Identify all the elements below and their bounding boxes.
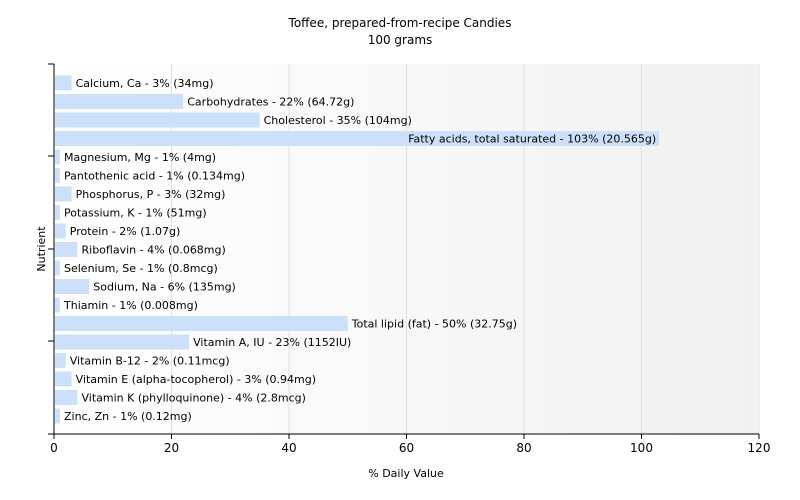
bar-label: Protein - 2% (1.07g) bbox=[70, 225, 181, 238]
chart-subtitle: 100 grams bbox=[368, 33, 433, 47]
bar-label: Magnesium, Mg - 1% (4mg) bbox=[64, 151, 216, 164]
bar bbox=[55, 75, 72, 91]
bar bbox=[55, 316, 348, 331]
bar bbox=[55, 223, 66, 239]
bar-label: Carbohydrates - 22% (64.72g) bbox=[187, 96, 354, 109]
bar bbox=[55, 168, 60, 183]
chart-title: Toffee, prepared-from-recipe Candies bbox=[288, 16, 512, 30]
bar-label: Thiamin - 1% (0.008mg) bbox=[63, 299, 198, 312]
bar-label: Riboflavin - 4% (0.068mg) bbox=[82, 244, 226, 257]
x-tick-label: 0 bbox=[50, 441, 58, 455]
x-axis-label: % Daily Value bbox=[368, 467, 444, 480]
bar bbox=[55, 131, 660, 146]
bar bbox=[55, 94, 184, 109]
bar-label: Vitamin E (alpha-tocopherol) - 3% (0.94m… bbox=[76, 373, 316, 386]
bars bbox=[55, 75, 660, 424]
bar bbox=[55, 242, 78, 257]
bar bbox=[55, 260, 60, 276]
bar-label: Selenium, Se - 1% (0.8mcg) bbox=[64, 262, 218, 275]
axes bbox=[48, 63, 760, 439]
bar-label: Cholesterol - 35% (104mg) bbox=[264, 114, 412, 127]
bar-label: Potassium, K - 1% (51mg) bbox=[64, 207, 207, 220]
x-tick-label: 20 bbox=[164, 441, 179, 455]
bar-label: Total lipid (fat) - 50% (32.75g) bbox=[351, 318, 517, 331]
bar-label: Calcium, Ca - 3% (34mg) bbox=[76, 77, 214, 90]
bar-label: Pantothenic acid - 1% (0.134mg) bbox=[64, 170, 245, 183]
bar bbox=[55, 112, 260, 128]
bar-labels: Calcium, Ca - 3% (34mg) Carbohydrates - 2… bbox=[63, 77, 656, 423]
x-tick-label: 120 bbox=[748, 441, 771, 455]
bar bbox=[55, 371, 72, 387]
x-tick-label: 60 bbox=[399, 441, 414, 455]
bar-label: Phosphorus, P - 3% (32mg) bbox=[76, 188, 226, 201]
y-axis-label: Nutrient bbox=[35, 226, 48, 272]
bar-label: Vitamin K (phylloquinone) - 4% (2.8mcg) bbox=[82, 392, 306, 405]
x-tick-label: 100 bbox=[630, 441, 653, 455]
bar bbox=[55, 408, 60, 424]
bar-label: Vitamin A, IU - 23% (1152IU) bbox=[193, 336, 351, 349]
bar bbox=[55, 297, 60, 313]
bar bbox=[55, 205, 60, 220]
bar bbox=[55, 390, 78, 405]
bar bbox=[55, 186, 72, 202]
bar-label: Sodium, Na - 6% (135mg) bbox=[93, 281, 236, 294]
bar bbox=[55, 334, 190, 350]
x-tick-label: 80 bbox=[516, 441, 531, 455]
x-tick-labels: 0 20 40 60 80 100 120 bbox=[50, 441, 770, 455]
bar-label: Zinc, Zn - 1% (0.12mg) bbox=[64, 410, 192, 423]
bar-label: Fatty acids, total saturated - 103% (20.… bbox=[408, 133, 656, 146]
bar-label: Vitamin B-12 - 2% (0.11mcg) bbox=[70, 355, 230, 368]
bar bbox=[55, 279, 90, 294]
x-tick-label: 40 bbox=[281, 441, 296, 455]
bar bbox=[55, 149, 60, 165]
bar bbox=[55, 353, 66, 368]
